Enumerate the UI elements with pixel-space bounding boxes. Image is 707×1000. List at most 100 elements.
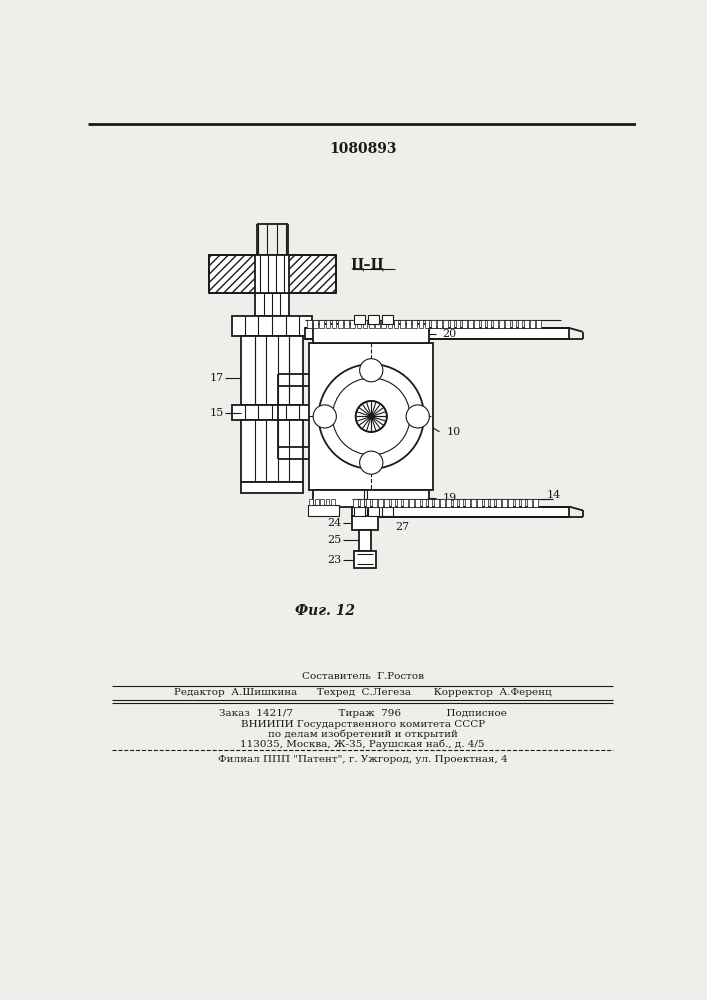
Bar	[309, 343, 433, 490]
Bar	[400, 320, 404, 328]
Bar	[382, 507, 393, 516]
Bar	[416, 499, 420, 507]
Bar	[368, 315, 379, 324]
Bar	[382, 315, 393, 324]
Bar	[406, 320, 411, 328]
Bar	[325, 499, 329, 505]
Text: 17: 17	[210, 373, 224, 383]
Bar	[372, 499, 377, 507]
Circle shape	[356, 401, 387, 432]
Bar	[403, 499, 408, 507]
Bar	[477, 499, 482, 507]
Bar	[381, 320, 386, 328]
Bar	[409, 499, 414, 507]
Text: Составитель  Г.Ростов: Составитель Г.Ростов	[302, 672, 423, 681]
Bar	[459, 499, 464, 507]
Bar	[232, 405, 312, 420]
Bar	[446, 499, 451, 507]
Bar	[352, 516, 378, 530]
Bar	[241, 482, 303, 493]
Bar	[443, 320, 448, 328]
Bar	[354, 499, 358, 507]
Circle shape	[313, 405, 337, 428]
Bar	[344, 320, 349, 328]
Bar	[450, 320, 454, 328]
Circle shape	[360, 451, 383, 474]
Bar	[363, 320, 368, 328]
Text: 10: 10	[446, 427, 461, 437]
Bar	[391, 499, 395, 507]
Bar	[368, 507, 379, 516]
Bar	[356, 320, 361, 328]
Bar	[515, 499, 519, 507]
Text: 23: 23	[327, 555, 341, 565]
Text: 25: 25	[327, 535, 341, 545]
Bar	[486, 320, 491, 328]
Bar	[524, 320, 529, 328]
Text: 14: 14	[547, 490, 561, 500]
Bar	[533, 499, 538, 507]
Text: 24: 24	[327, 518, 341, 528]
Bar	[468, 320, 473, 328]
Bar	[320, 499, 324, 505]
Bar	[456, 320, 460, 328]
Bar	[440, 499, 445, 507]
Bar	[255, 255, 289, 293]
Bar	[313, 490, 429, 507]
Bar	[359, 530, 371, 551]
Bar	[530, 320, 534, 328]
Bar	[493, 320, 498, 328]
Text: 20: 20	[443, 329, 457, 339]
Bar	[474, 320, 479, 328]
Bar	[537, 320, 541, 328]
Bar	[508, 499, 513, 507]
Bar	[360, 499, 364, 507]
Text: 27: 27	[395, 522, 409, 532]
Bar	[352, 507, 569, 517]
Bar	[502, 499, 507, 507]
Text: по делам изобретений и открытий: по делам изобретений и открытий	[268, 730, 457, 739]
Bar	[452, 499, 457, 507]
Bar	[366, 499, 370, 507]
Bar	[434, 499, 438, 507]
Text: 15: 15	[210, 408, 224, 418]
Bar	[309, 499, 313, 505]
Bar	[394, 320, 398, 328]
Bar	[232, 316, 312, 336]
Bar	[369, 320, 373, 328]
Text: Заказ  1421/7              Тираж  796              Подписное: Заказ 1421/7 Тираж 796 Подписное	[218, 709, 507, 718]
Bar	[332, 320, 337, 328]
Bar	[308, 505, 339, 516]
Bar	[462, 320, 467, 328]
Bar	[521, 499, 525, 507]
Bar	[375, 320, 380, 328]
Circle shape	[319, 364, 424, 469]
Bar	[320, 320, 324, 328]
Bar	[241, 336, 303, 405]
Bar	[428, 499, 433, 507]
Text: 19: 19	[443, 493, 457, 503]
Bar	[472, 499, 476, 507]
Bar	[412, 320, 417, 328]
Bar	[313, 324, 429, 343]
Bar	[351, 320, 355, 328]
Bar	[512, 320, 516, 328]
Bar	[354, 315, 365, 324]
Bar	[325, 320, 330, 328]
Bar	[387, 320, 392, 328]
Bar	[241, 420, 303, 482]
Text: ВНИИПИ Государственного комитета СССР: ВНИИПИ Государственного комитета СССР	[240, 720, 485, 729]
Bar	[425, 320, 429, 328]
Circle shape	[356, 401, 387, 432]
Text: 1080893: 1080893	[329, 142, 397, 156]
Bar	[385, 499, 389, 507]
Bar	[315, 499, 319, 505]
Bar	[419, 320, 423, 328]
Bar	[496, 499, 501, 507]
Bar	[397, 499, 402, 507]
Text: Ц–Ц: Ц–Ц	[351, 258, 385, 272]
Bar	[527, 499, 532, 507]
Bar	[481, 320, 485, 328]
Bar	[313, 320, 317, 328]
Bar	[305, 328, 569, 339]
